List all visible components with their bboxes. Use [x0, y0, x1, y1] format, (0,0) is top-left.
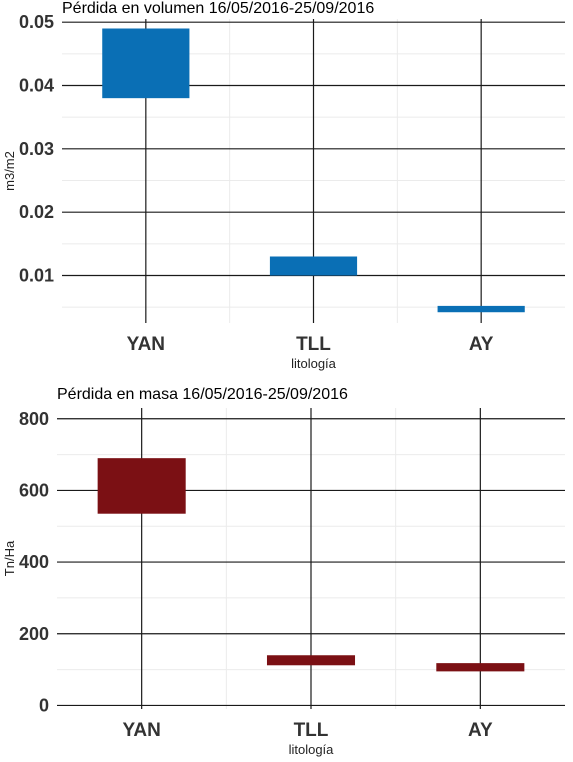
range-bar-yan — [102, 28, 190, 99]
y-tick-label: 400 — [19, 552, 49, 572]
range-bar-ay — [436, 663, 525, 672]
range-bar-yan — [97, 458, 186, 514]
x-tick-label: YAN — [127, 334, 165, 355]
y-axis-title: m3/m2 — [2, 151, 17, 191]
y-tick-label: 0.04 — [19, 76, 54, 96]
mass-loss-plot: 0 200 400 600 800 YAN TLL AY litología Tn/Ha — [2, 408, 565, 757]
y-tick-label: 0.03 — [19, 139, 54, 159]
mass-loss-chart: Pérdida en masa 16/05/2016-25/09/2016 0 2… — [0, 382, 573, 762]
volume-loss-plot: 0.01 0.02 0.03 0.04 0.05 YAN TLL AY litología m3/… — [2, 12, 565, 371]
x-tick-label: TLL — [296, 334, 331, 355]
volume-loss-chart: Pérdida en volumen 16/05/2016-25/09/2016… — [0, 0, 573, 380]
x-tick-label: TLL — [294, 720, 329, 741]
y-tick-label: 0 — [39, 695, 49, 715]
range-bar-tll — [269, 256, 358, 276]
x-tick-label: YAN — [122, 720, 160, 741]
x-axis-title: litología — [289, 742, 335, 757]
y-tick-label: 200 — [19, 624, 49, 644]
range-bar-ay — [437, 305, 525, 313]
chart-title: Pérdida en masa 16/05/2016-25/09/2016 — [57, 386, 348, 403]
y-tick-label: 0.05 — [19, 12, 54, 32]
x-axis-title: litología — [291, 356, 337, 371]
y-axis-title: Tn/Ha — [2, 540, 17, 576]
y-tick-label: 0.01 — [19, 266, 54, 286]
range-bar-tll — [266, 655, 356, 666]
y-tick-label: 0.02 — [19, 202, 54, 222]
y-tick-label: 600 — [19, 480, 49, 500]
x-tick-label: AY — [469, 334, 494, 355]
chart-title: Pérdida en volumen 16/05/2016-25/09/2016 — [62, 0, 375, 17]
x-tick-label: AY — [468, 720, 493, 741]
y-tick-label: 800 — [19, 409, 49, 429]
